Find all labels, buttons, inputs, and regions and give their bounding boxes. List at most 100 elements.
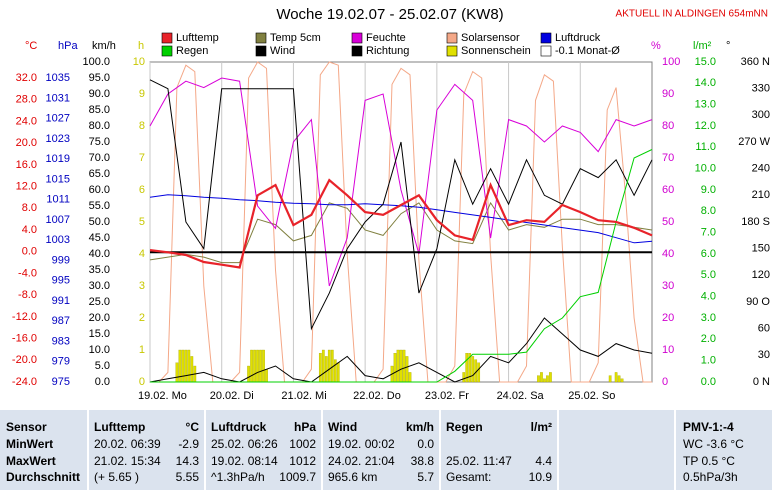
sunshine-bar [253,349,256,383]
axis-title: km/h [92,40,116,52]
legend-label: Regen [176,45,208,57]
legend-swatch [255,32,267,44]
table-cell-value: l/m² [531,420,552,434]
y-tick-label: 1 [139,344,145,356]
sunshine-bar [543,378,546,383]
sunshine-bar [396,349,400,383]
y-tick-label: -12.0 [12,311,37,323]
y-tick-label: 6.0 [701,248,716,260]
sunshine-bar [324,356,328,383]
table-cell: 965.6 km [328,470,377,484]
series-line [150,149,653,383]
y-tick-label: -4.0 [18,267,37,279]
table-row-label: MaxWert [6,454,56,468]
axis-title: % [651,40,661,52]
y-tick-label: 0 N [753,376,770,388]
table-cell-value: 5.55 [176,470,200,484]
table-row-label: MinWert [6,437,53,451]
y-tick-label: 60.0 [89,184,110,196]
legend-label: Lufttemp [176,32,219,44]
y-tick-label: 4.0 [701,291,716,303]
y-tick-label: 3 [139,280,145,292]
sunshine-bar [187,349,191,383]
sunshine-bar [468,353,472,383]
table-cell-value: hPa [294,420,316,434]
y-tick-label: 270 W [738,136,770,148]
table-pmv: PMV-1:-4 [683,420,734,434]
y-tick-label: 30 [758,349,770,361]
sunshine-bar [262,349,265,383]
sunshine-bar [265,369,268,383]
y-tick-label: 8.0 [22,202,37,214]
table-cell: Lufttemp [94,420,145,434]
y-tick-label: 11.0 [695,141,716,153]
y-tick-label: 80 [662,120,674,132]
y-tick-label: 150 [752,243,770,255]
axis-title: hPa [58,40,78,52]
table-cell: Regen [446,420,483,434]
sunshine-bar [608,375,612,383]
sunshine-bar [477,362,481,383]
legend-label: Wind [270,45,295,57]
table-cell-value: 1012 [289,454,316,468]
y-tick-label: 40.0 [89,248,110,260]
y-tick-label: 987 [52,315,70,327]
table-cell: Gesamt: [446,470,491,484]
y-tick-label: 6 [139,184,145,196]
y-tick-label: 120 [752,269,770,281]
table-cell: ^1.3hPa/h [211,470,265,484]
y-tick-label: 0.0 [701,376,716,388]
y-tick-label: 0 [139,376,145,388]
y-tick-label: 8.0 [701,205,716,217]
y-tick-label: 90.0 [89,88,110,100]
legend-swatch [161,32,173,44]
table-cell-value: 38.8 [411,454,435,468]
y-tick-label: 12.0 [16,180,37,192]
y-tick-label: 7.0 [701,227,716,239]
y-tick-label: 50 [662,216,674,228]
y-tick-label: 360 N [741,56,770,68]
y-tick-label: 10.0 [695,163,716,175]
y-tick-label: 25.0 [89,296,110,308]
y-tick-label: -20.0 [12,354,37,366]
y-tick-label: 24.0 [16,115,37,127]
series-line [150,61,652,383]
y-tick-label: 240 [752,163,770,175]
table-cell: 25.02. 06:26 [211,437,278,451]
series-line [149,77,653,287]
y-tick-label: 16.0 [16,159,37,171]
y-tick-label: 8 [139,120,145,132]
table-pmv: 0.5hPa/3h [683,470,738,484]
sunshine-bar [333,359,337,383]
sunshine-bar [318,353,322,383]
y-tick-label: 1035 [46,72,70,84]
y-tick-label: 10 [133,56,145,68]
table-pmv: TP 0.5 °C [683,454,735,468]
y-tick-label: 85.0 [89,104,110,116]
y-tick-label: 15.0 [89,328,110,340]
sunshine-bar [614,372,618,383]
y-tick-label: 210 [752,189,770,201]
y-tick-label: 20.0 [89,312,110,324]
table-cell-value: -2.9 [178,437,199,451]
sunshine-bar [546,375,549,383]
y-tick-label: 4.0 [22,224,37,236]
y-tick-label: 80.0 [89,120,110,132]
y-tick-label: 60 [662,184,674,196]
y-tick-label: 10 [662,344,674,356]
legend-label: Solarsensor [461,32,520,44]
sunshine-bar [184,349,188,383]
sunshine-bar [537,375,540,383]
table-cell: 24.02. 21:04 [328,454,395,468]
y-tick-label: 1027 [46,113,70,125]
y-tick-label: 1031 [46,92,70,104]
x-tick-label: 19.02. Mo [138,390,187,402]
y-tick-label: 1003 [46,234,70,246]
y-tick-label: 999 [52,254,70,266]
table-background [0,410,772,490]
sunshine-bar [405,356,409,383]
y-tick-label: 90 [662,88,674,100]
y-tick-label: 13.0 [695,99,716,111]
legend-label: Sonnenschein [461,45,531,57]
